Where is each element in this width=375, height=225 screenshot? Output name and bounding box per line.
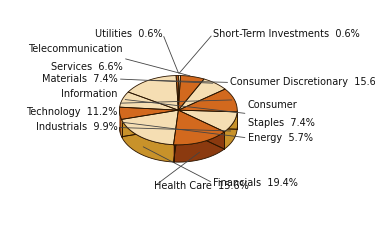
- Polygon shape: [174, 110, 224, 145]
- Polygon shape: [174, 110, 178, 162]
- Polygon shape: [128, 76, 178, 110]
- Text: Materials  7.4%: Materials 7.4%: [42, 74, 118, 84]
- Polygon shape: [224, 112, 237, 149]
- Polygon shape: [178, 110, 237, 129]
- Polygon shape: [174, 132, 224, 162]
- Text: Technology  11.2%: Technology 11.2%: [26, 107, 118, 117]
- Text: Consumer Discretionary  15.6%: Consumer Discretionary 15.6%: [230, 77, 375, 88]
- Polygon shape: [119, 110, 122, 137]
- Text: Telecommunication: Telecommunication: [28, 44, 123, 54]
- Polygon shape: [178, 76, 204, 110]
- Polygon shape: [174, 110, 178, 162]
- Text: Information: Information: [61, 89, 118, 99]
- Text: Services  6.6%: Services 6.6%: [51, 62, 123, 72]
- Polygon shape: [178, 89, 237, 112]
- Polygon shape: [122, 110, 178, 137]
- Text: Financials  19.4%: Financials 19.4%: [213, 178, 298, 188]
- Polygon shape: [178, 110, 224, 149]
- Text: Staples  7.4%: Staples 7.4%: [248, 117, 315, 128]
- Text: Health Care  15.6%: Health Care 15.6%: [154, 181, 249, 191]
- Polygon shape: [122, 119, 174, 162]
- Text: Industrials  9.9%: Industrials 9.9%: [36, 122, 118, 133]
- Polygon shape: [178, 110, 224, 149]
- Text: Consumer: Consumer: [248, 100, 297, 110]
- Polygon shape: [120, 92, 178, 110]
- Polygon shape: [178, 110, 237, 129]
- Polygon shape: [176, 76, 178, 110]
- Polygon shape: [178, 76, 180, 110]
- Polygon shape: [119, 107, 178, 119]
- Text: Energy  5.7%: Energy 5.7%: [248, 133, 313, 143]
- Text: Short-Term Investments  0.6%: Short-Term Investments 0.6%: [213, 29, 360, 39]
- Polygon shape: [178, 79, 225, 110]
- Text: Utilities  0.6%: Utilities 0.6%: [95, 29, 163, 39]
- Polygon shape: [122, 110, 178, 137]
- Polygon shape: [178, 110, 237, 132]
- Polygon shape: [122, 110, 178, 145]
